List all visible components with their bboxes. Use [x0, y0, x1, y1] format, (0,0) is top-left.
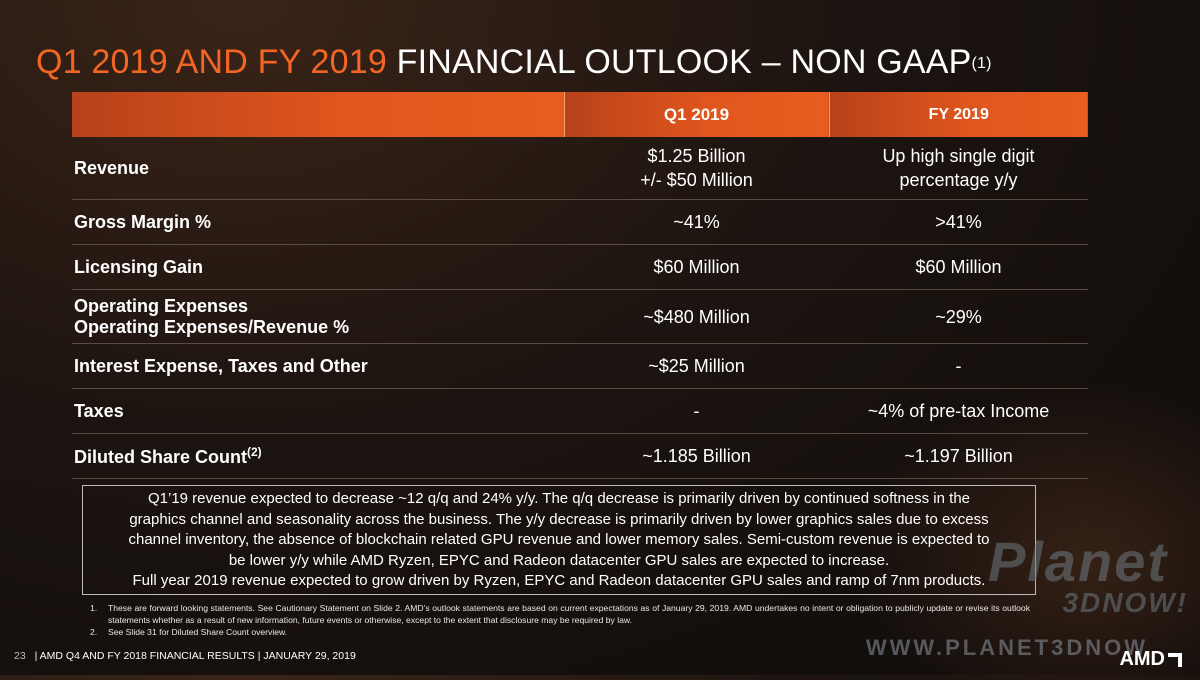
q1-value: ~$480 Million: [564, 289, 829, 344]
q1-value: $1.25 Billion +/- $50 Million: [564, 137, 829, 200]
watermark-planet: Planet: [987, 530, 1168, 593]
amd-logo: AMD: [1119, 648, 1182, 671]
row-label: Gross Margin %: [72, 199, 564, 245]
footnote: 1. These are forward looking statements.…: [90, 602, 1030, 626]
table-header-row: Q1 2019 FY 2019: [72, 92, 1088, 137]
table-row: Taxes - ~4% of pre-tax Income: [72, 388, 1088, 434]
table-row: Licensing Gain $60 Million $60 Million: [72, 244, 1088, 290]
row-label-line: Operating Expenses: [74, 295, 249, 316]
slide-title: Q1 2019 AND FY 2019 FINANCIAL OUTLOOK – …: [36, 40, 992, 84]
row-label: Diluted Share Count(2): [72, 433, 564, 479]
fy-value: -: [829, 343, 1088, 389]
watermark-3dnow: 3DNOW!: [1062, 587, 1188, 618]
page-number: 23: [14, 650, 26, 662]
row-label: Licensing Gain: [72, 244, 564, 290]
planet3dnow-watermark: Planet 3DNOW! WWW.PLANET3DNOW: [866, 529, 1188, 669]
commentary-line: channel inventory, the absence of blockc…: [128, 531, 990, 548]
fy-value: ~1.197 Billion: [829, 433, 1088, 479]
q1-value-line: $1.25 Billion: [647, 146, 746, 166]
commentary-line: Q1’19 revenue expected to decrease ~12 q…: [147, 490, 971, 507]
title-accent: Q1 2019 AND FY 2019: [36, 43, 387, 81]
table-row: Gross Margin % ~41% >41%: [72, 199, 1088, 245]
outlook-table: Q1 2019 FY 2019 Revenue $1.25 Billion +/…: [72, 92, 1088, 479]
fy-value: ~4% of pre-tax Income: [829, 388, 1088, 434]
title-main: FINANCIAL OUTLOOK – NON GAAP: [396, 43, 972, 81]
row-label-text: Diluted Share Count: [74, 446, 248, 467]
fy-value: Up high single digit percentage y/y: [829, 137, 1088, 200]
row-label: Taxes: [72, 388, 564, 434]
fy-value-line: percentage y/y: [899, 170, 1018, 190]
q1-value-line: +/- $50 Million: [640, 170, 753, 190]
fy-value-line: Up high single digit: [882, 146, 1035, 166]
commentary-line: graphics channel and seasonality across …: [129, 510, 989, 528]
header-q1-2019: Q1 2019: [564, 92, 830, 137]
row-label-line: Operating Expenses/Revenue %: [74, 316, 350, 337]
footnote: 2. See Slide 31 for Diluted Share Count …: [90, 626, 1030, 638]
q1-value: ~1.185 Billion: [564, 433, 829, 479]
row-label: Interest Expense, Taxes and Other: [72, 343, 564, 389]
watermark-url: WWW.PLANET3DNOW: [865, 635, 1148, 660]
footnote-number: 1.: [90, 603, 98, 613]
footnotes: 1. These are forward looking statements.…: [90, 602, 1030, 638]
footnote-text: These are forward looking statements. Se…: [108, 603, 1030, 625]
table-row: Diluted Share Count(2) ~1.185 Billion ~1…: [72, 433, 1088, 479]
title-footnote-ref: (1): [971, 55, 992, 72]
header-fy-2019: FY 2019: [829, 92, 1088, 137]
table-row: Interest Expense, Taxes and Other ~$25 M…: [72, 343, 1088, 389]
fy-value: $60 Million: [829, 244, 1088, 290]
footer-text: | AMD Q4 AND FY 2018 FINANCIAL RESULTS |…: [34, 650, 356, 662]
commentary-line: be lower y/y while AMD Ryzen, EPYC and R…: [228, 551, 890, 569]
footnote-text: See Slide 31 for Diluted Share Count ove…: [108, 627, 288, 637]
q1-value: $60 Million: [564, 244, 829, 290]
table-row: Operating Expenses Operating Expenses/Re…: [72, 289, 1088, 344]
fy-value: ~29%: [829, 289, 1088, 344]
fy-value: >41%: [829, 199, 1088, 245]
footnote-ref: (2): [247, 444, 262, 459]
table-row: Revenue $1.25 Billion +/- $50 Million Up…: [72, 137, 1088, 200]
q1-value: ~41%: [564, 199, 829, 245]
amd-arrow-icon: [1168, 652, 1182, 667]
amd-logo-text: AMD: [1119, 648, 1165, 670]
q1-value: ~$25 Million: [564, 343, 829, 389]
slide-footer: 23 | AMD Q4 AND FY 2018 FINANCIAL RESULT…: [14, 650, 356, 662]
header-blank: [72, 92, 565, 137]
footnote-number: 2.: [90, 627, 98, 637]
row-label: Revenue: [72, 137, 564, 200]
commentary-line: Full year 2019 revenue expected to grow …: [132, 572, 986, 589]
commentary-box: Q1’19 revenue expected to decrease ~12 q…: [82, 485, 1036, 595]
row-label: Operating Expenses Operating Expenses/Re…: [72, 289, 564, 344]
q1-value: -: [564, 388, 829, 434]
